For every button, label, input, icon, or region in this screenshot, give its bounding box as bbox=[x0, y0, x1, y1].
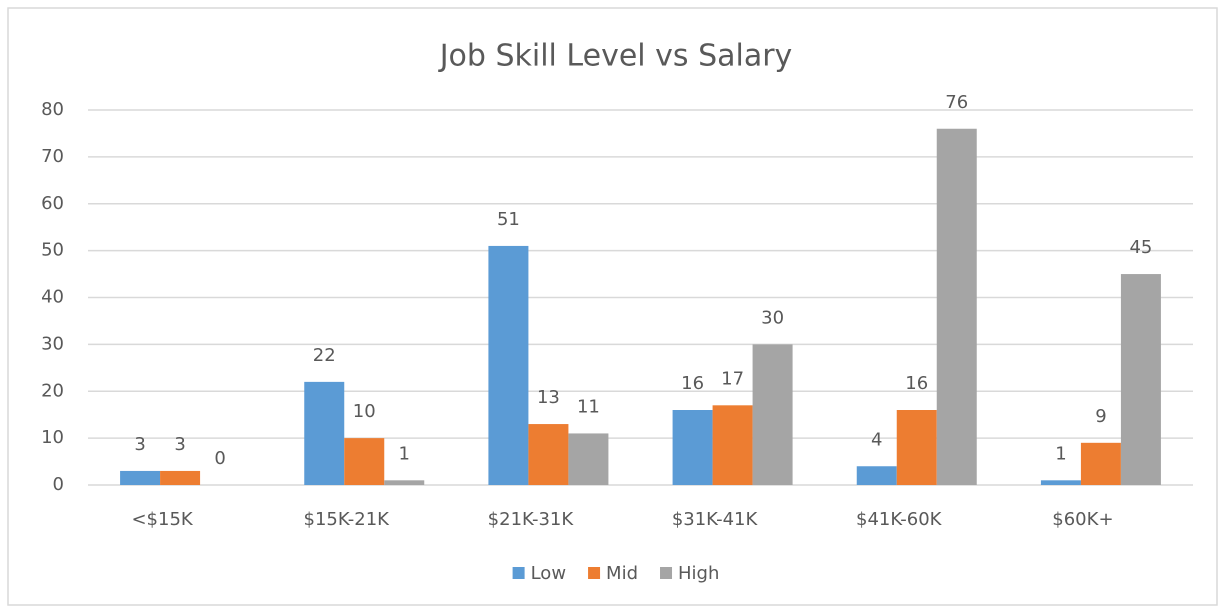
bar bbox=[712, 405, 753, 485]
x-tick-label: $21K-31K bbox=[488, 509, 575, 530]
bar bbox=[488, 245, 529, 485]
legend-label: Mid bbox=[606, 563, 638, 584]
y-tick-label: 20 bbox=[41, 380, 64, 401]
chart-border bbox=[7, 7, 1218, 606]
data-label: 13 bbox=[537, 387, 560, 408]
y-tick-label: 40 bbox=[41, 287, 64, 308]
y-tick-label: 10 bbox=[41, 427, 64, 448]
data-label: 3 bbox=[174, 434, 185, 455]
y-tick-label: 80 bbox=[41, 99, 64, 120]
legend-swatch bbox=[660, 567, 673, 579]
bar bbox=[936, 128, 977, 485]
y-tick-label: 50 bbox=[41, 240, 64, 261]
x-tick-label: $60K+ bbox=[1052, 509, 1113, 530]
legend-swatch bbox=[512, 567, 525, 579]
x-tick-label: <$15K bbox=[131, 509, 193, 530]
data-label: 16 bbox=[905, 373, 928, 394]
bar bbox=[896, 410, 937, 485]
data-label: 1 bbox=[1055, 443, 1066, 464]
bar bbox=[568, 433, 609, 485]
data-label: 51 bbox=[497, 209, 520, 230]
bar bbox=[304, 381, 345, 485]
legend-swatch bbox=[588, 567, 601, 579]
data-label: 4 bbox=[871, 429, 882, 450]
data-label: 45 bbox=[1129, 237, 1152, 258]
x-tick-label: $41K-60K bbox=[856, 509, 943, 530]
y-tick-label: 30 bbox=[41, 333, 64, 354]
chart-title: Job Skill Level vs Salary bbox=[438, 39, 793, 74]
data-label: 0 bbox=[214, 448, 225, 469]
y-tick-label: 0 bbox=[53, 474, 64, 495]
bar bbox=[384, 480, 425, 485]
data-label: 3 bbox=[134, 434, 145, 455]
bar bbox=[672, 410, 713, 485]
data-label: 76 bbox=[945, 92, 968, 113]
legend-label: High bbox=[678, 563, 719, 584]
bar bbox=[856, 466, 897, 485]
data-label: 1 bbox=[399, 443, 410, 464]
data-label: 30 bbox=[761, 307, 784, 328]
legend-label: Low bbox=[531, 563, 566, 584]
x-tick-label: $31K-41K bbox=[672, 509, 759, 530]
y-tick-label: 60 bbox=[41, 193, 64, 214]
data-label: 17 bbox=[721, 368, 744, 389]
bar bbox=[528, 424, 569, 485]
data-label: 16 bbox=[681, 373, 704, 394]
bar bbox=[1080, 442, 1121, 485]
bar bbox=[120, 470, 161, 485]
bar bbox=[1040, 480, 1081, 485]
data-label: 9 bbox=[1095, 406, 1106, 427]
bar bbox=[160, 470, 201, 485]
bar bbox=[344, 438, 385, 485]
data-label: 10 bbox=[353, 401, 376, 422]
bar bbox=[1120, 274, 1161, 485]
bar bbox=[752, 344, 793, 485]
y-tick-label: 70 bbox=[41, 146, 64, 167]
x-tick-label: $15K-21K bbox=[304, 509, 391, 530]
data-label: 11 bbox=[577, 396, 600, 417]
data-label: 22 bbox=[313, 345, 336, 366]
